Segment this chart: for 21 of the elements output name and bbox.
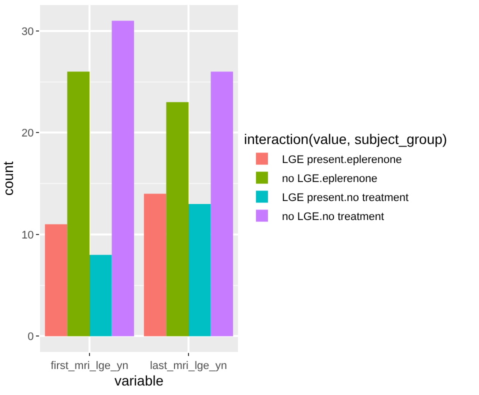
y-tick-label: 30 xyxy=(22,26,34,38)
y-axis-title: count xyxy=(0,161,16,196)
legend-label: no LGE.eplerenone xyxy=(282,172,378,185)
bar xyxy=(90,254,112,336)
x-tick-label: last_mri_lge_yn xyxy=(150,360,228,372)
x-tick-label: first_mri_lge_yn xyxy=(50,360,128,372)
bar xyxy=(166,102,188,336)
bar xyxy=(112,20,134,336)
bar xyxy=(67,72,90,336)
y-tick-label: 20 xyxy=(22,128,34,140)
y-tick-label: 10 xyxy=(22,229,34,242)
bar xyxy=(44,224,68,336)
legend-title: interaction(value, subject_group) xyxy=(244,131,448,148)
legend-label: no LGE.no treatment xyxy=(282,210,384,223)
bar xyxy=(210,72,234,336)
y-tick-label: 0 xyxy=(28,331,34,344)
bar xyxy=(144,194,166,336)
legend-label: LGE present.eplerenone xyxy=(282,154,402,166)
bar xyxy=(188,204,211,336)
x-axis-title: variable xyxy=(114,372,164,388)
legend-label: LGE present.no treatment xyxy=(282,192,409,204)
